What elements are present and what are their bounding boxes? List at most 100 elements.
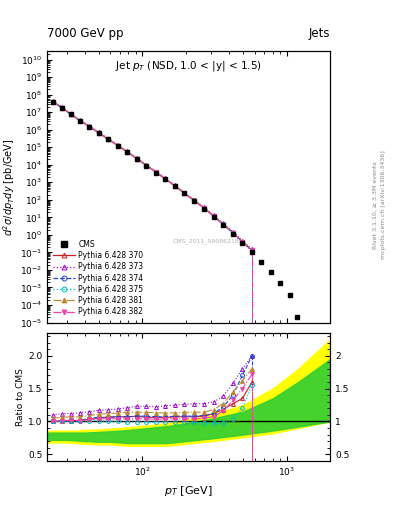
Pythia 6.428 375 bbox=[106, 136, 110, 142]
Pythia 6.428 382 bbox=[182, 190, 187, 197]
Pythia 6.428 382 bbox=[211, 213, 216, 219]
Line: Pythia 6.428 381: Pythia 6.428 381 bbox=[51, 99, 254, 252]
Pythia 6.428 374 bbox=[231, 229, 235, 236]
Pythia 6.428 381 bbox=[96, 130, 101, 136]
Y-axis label: $d^2\sigma/dp_T dy$ [pb/GeV]: $d^2\sigma/dp_T dy$ [pb/GeV] bbox=[1, 138, 17, 236]
Line: Pythia 6.428 382: Pythia 6.428 382 bbox=[51, 99, 254, 252]
Pythia 6.428 374 bbox=[96, 130, 101, 136]
Pythia 6.428 370 bbox=[96, 130, 101, 136]
CMS bbox=[278, 280, 283, 286]
Pythia 6.428 382 bbox=[240, 239, 245, 245]
Pythia 6.428 374 bbox=[87, 123, 92, 130]
Pythia 6.428 370 bbox=[192, 197, 196, 203]
Pythia 6.428 370 bbox=[250, 247, 254, 253]
Pythia 6.428 373 bbox=[250, 246, 254, 252]
Pythia 6.428 382 bbox=[77, 117, 82, 123]
Pythia 6.428 374 bbox=[134, 156, 139, 162]
Pythia 6.428 373 bbox=[60, 104, 65, 111]
Pythia 6.428 370 bbox=[221, 221, 226, 227]
Pythia 6.428 382 bbox=[125, 149, 130, 155]
Pythia 6.428 381 bbox=[68, 111, 73, 117]
CMS bbox=[77, 118, 82, 124]
Pythia 6.428 375 bbox=[202, 205, 206, 211]
Pythia 6.428 374 bbox=[221, 221, 226, 227]
Pythia 6.428 373 bbox=[173, 182, 178, 188]
Pythia 6.428 370 bbox=[125, 149, 130, 155]
Pythia 6.428 373 bbox=[192, 197, 196, 203]
Pythia 6.428 375 bbox=[192, 198, 196, 204]
Pythia 6.428 381 bbox=[250, 247, 254, 253]
Pythia 6.428 373 bbox=[50, 98, 55, 104]
Pythia 6.428 382 bbox=[250, 247, 254, 253]
Pythia 6.428 374 bbox=[173, 183, 178, 189]
Pythia 6.428 375 bbox=[50, 98, 55, 104]
Pythia 6.428 374 bbox=[163, 176, 168, 182]
Pythia 6.428 375 bbox=[116, 143, 120, 149]
CMS bbox=[87, 123, 92, 130]
Pythia 6.428 381 bbox=[106, 136, 110, 142]
Pythia 6.428 373 bbox=[154, 168, 158, 175]
Pythia 6.428 374 bbox=[50, 98, 55, 104]
Pythia 6.428 373 bbox=[77, 117, 82, 123]
Pythia 6.428 374 bbox=[144, 162, 149, 168]
Pythia 6.428 382 bbox=[68, 111, 73, 117]
Pythia 6.428 370 bbox=[87, 123, 92, 130]
Pythia 6.428 370 bbox=[134, 156, 139, 162]
Pythia 6.428 374 bbox=[60, 105, 65, 111]
Pythia 6.428 374 bbox=[106, 136, 110, 142]
Pythia 6.428 374 bbox=[240, 239, 245, 245]
Pythia 6.428 375 bbox=[250, 248, 254, 254]
CMS bbox=[106, 136, 110, 142]
Pythia 6.428 382 bbox=[202, 205, 206, 211]
Pythia 6.428 374 bbox=[77, 118, 82, 124]
Text: Jets: Jets bbox=[309, 27, 330, 40]
CMS bbox=[192, 198, 196, 204]
Pythia 6.428 375 bbox=[231, 230, 235, 237]
Pythia 6.428 382 bbox=[50, 98, 55, 104]
Pythia 6.428 375 bbox=[221, 222, 226, 228]
Pythia 6.428 375 bbox=[173, 183, 178, 189]
Pythia 6.428 382 bbox=[221, 222, 226, 228]
Pythia 6.428 381 bbox=[77, 117, 82, 123]
Pythia 6.428 381 bbox=[221, 221, 226, 227]
Pythia 6.428 374 bbox=[154, 169, 158, 176]
Pythia 6.428 373 bbox=[106, 136, 110, 142]
Pythia 6.428 381 bbox=[154, 169, 158, 175]
Pythia 6.428 381 bbox=[60, 104, 65, 111]
Text: CMS_2011_S9086218: CMS_2011_S9086218 bbox=[172, 238, 239, 244]
CMS bbox=[154, 169, 158, 176]
Pythia 6.428 370 bbox=[60, 105, 65, 111]
Pythia 6.428 373 bbox=[68, 111, 73, 117]
CMS bbox=[50, 98, 55, 104]
Pythia 6.428 370 bbox=[163, 176, 168, 182]
Pythia 6.428 381 bbox=[182, 190, 187, 196]
Line: Pythia 6.428 374: Pythia 6.428 374 bbox=[51, 99, 254, 252]
Pythia 6.428 374 bbox=[116, 142, 120, 148]
Pythia 6.428 373 bbox=[163, 176, 168, 182]
Pythia 6.428 382 bbox=[96, 130, 101, 136]
CMS bbox=[288, 292, 292, 298]
Pythia 6.428 375 bbox=[163, 176, 168, 182]
Pythia 6.428 381 bbox=[87, 123, 92, 130]
CMS bbox=[240, 240, 245, 246]
Pythia 6.428 375 bbox=[211, 214, 216, 220]
Pythia 6.428 370 bbox=[211, 213, 216, 219]
Pythia 6.428 375 bbox=[134, 156, 139, 162]
Pythia 6.428 381 bbox=[134, 156, 139, 162]
Line: Pythia 6.428 370: Pythia 6.428 370 bbox=[51, 99, 254, 252]
Pythia 6.428 374 bbox=[192, 198, 196, 204]
Line: CMS: CMS bbox=[50, 99, 300, 319]
Pythia 6.428 382 bbox=[163, 176, 168, 182]
Pythia 6.428 381 bbox=[231, 229, 235, 236]
Text: 7000 GeV pp: 7000 GeV pp bbox=[47, 27, 124, 40]
Pythia 6.428 374 bbox=[211, 213, 216, 219]
CMS bbox=[182, 190, 187, 197]
Pythia 6.428 374 bbox=[250, 247, 254, 253]
Pythia 6.428 381 bbox=[240, 238, 245, 244]
CMS bbox=[116, 143, 120, 149]
Pythia 6.428 382 bbox=[231, 230, 235, 236]
Text: Rivet 3.1.10, ≥ 3.3M events: Rivet 3.1.10, ≥ 3.3M events bbox=[373, 161, 378, 249]
CMS bbox=[202, 205, 206, 211]
Pythia 6.428 373 bbox=[96, 129, 101, 135]
Pythia 6.428 370 bbox=[68, 111, 73, 117]
